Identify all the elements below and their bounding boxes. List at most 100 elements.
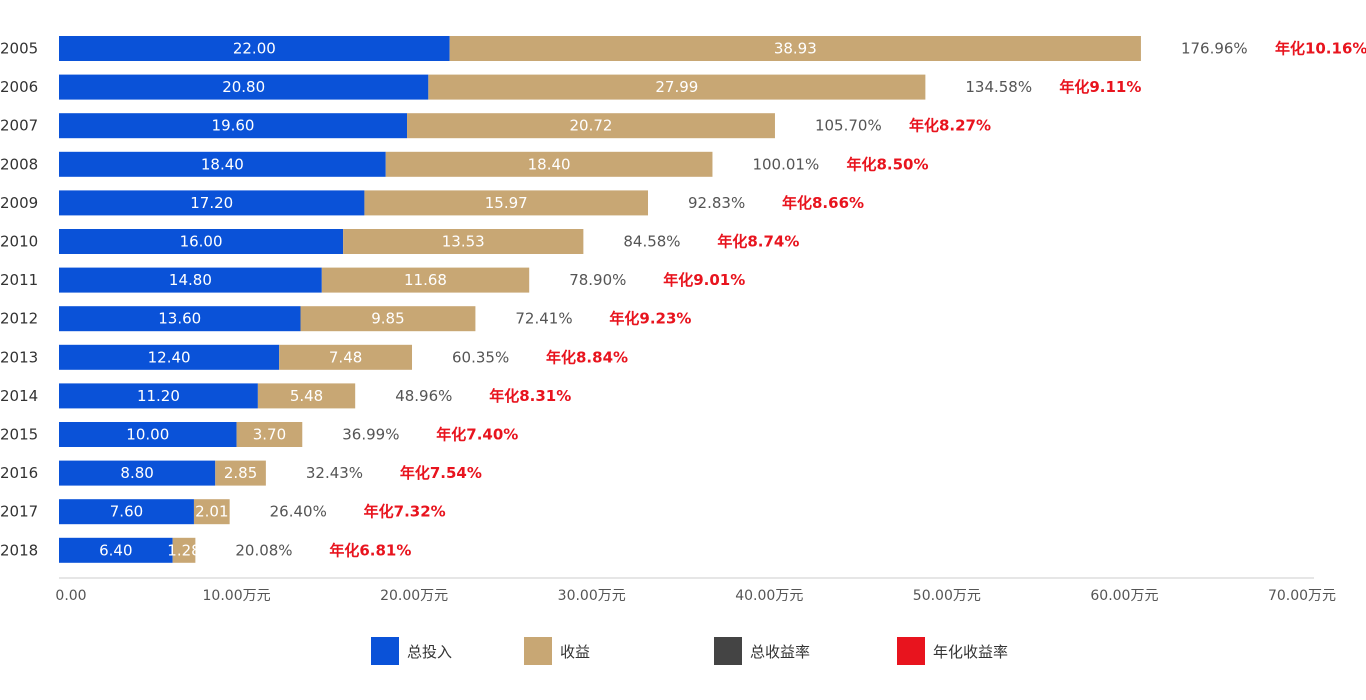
- data-label-total-return-rate: 92.83%: [688, 194, 745, 212]
- bar-total-investment: [59, 229, 344, 254]
- data-label-total-return-rate: 100.01%: [752, 155, 819, 173]
- y-category-label: 2015: [0, 426, 38, 444]
- legend-label-total-investment: 总投入: [407, 642, 453, 661]
- x-tick-label: 50.00万元: [913, 588, 981, 604]
- data-label-total-return-rate: 48.96%: [395, 387, 452, 405]
- legend-swatch-total-investment: [371, 637, 399, 665]
- data-label-return: 27.99: [655, 78, 698, 96]
- bar-total-investment: [59, 267, 322, 293]
- x-tick-label: 10.00万元: [203, 588, 271, 604]
- bar-total-investment: [59, 190, 365, 216]
- data-label-annualized-return-rate: 年化9.01%: [663, 271, 745, 289]
- legend-item-total-investment[interactable]: 总投入: [371, 636, 452, 666]
- legend-label-annualized-return-rate: 年化收益率: [933, 642, 1009, 661]
- bar-return: [321, 267, 530, 293]
- data-label-annualized-return-rate: 年化7.40%: [436, 426, 518, 444]
- bar-return: [364, 190, 649, 216]
- data-label-annualized-return-rate: 年化7.32%: [364, 503, 446, 521]
- bar-total-investment: [59, 113, 408, 139]
- bar-return: [407, 113, 775, 139]
- y-category-label: 2010: [0, 233, 38, 251]
- bar-total-investment: [59, 151, 386, 177]
- y-category-label: 2017: [0, 503, 38, 521]
- x-tick-label: 70.00万元: [1268, 588, 1336, 604]
- data-label-total-investment: 13.60: [158, 310, 201, 328]
- x-tick-label: 20.00万元: [380, 588, 448, 604]
- data-label-total-investment: 10.00: [126, 426, 169, 444]
- data-label-annualized-return-rate: 年化8.66%: [782, 194, 864, 212]
- bar-return: [279, 344, 413, 370]
- legend-swatch-annualized-return-rate: [897, 637, 925, 665]
- data-label-total-return-rate: 84.58%: [623, 233, 680, 251]
- y-category-label: 2013: [0, 348, 38, 366]
- data-label-annualized-return-rate: 年化8.31%: [489, 387, 571, 405]
- bar-total-investment: [59, 74, 429, 100]
- bar-total-investment: [59, 344, 280, 370]
- bar-return: [215, 460, 266, 486]
- data-label-total-return-rate: 78.90%: [569, 271, 626, 289]
- data-label-return: 7.48: [329, 348, 362, 366]
- data-label-total-return-rate: 72.41%: [515, 310, 572, 328]
- y-category-label: 2016: [0, 464, 38, 482]
- y-category-label: 2014: [0, 387, 38, 405]
- data-label-total-return-rate: 36.99%: [342, 426, 399, 444]
- data-label-return: 1.28: [167, 541, 200, 559]
- y-category-label: 2005: [0, 40, 38, 58]
- legend-label-total-return-rate: 总收益率: [750, 642, 811, 661]
- bar-total-investment: [59, 36, 450, 61]
- data-label-total-return-rate: 26.40%: [270, 503, 327, 521]
- bar-total-investment: [59, 460, 216, 486]
- legend-item-return[interactable]: 收益: [524, 636, 590, 666]
- data-label-total-investment: 19.60: [212, 117, 255, 135]
- bar-return: [257, 383, 356, 409]
- data-label-total-investment: 8.80: [120, 464, 153, 482]
- data-label-return: 11.68: [404, 271, 447, 289]
- data-label-return: 18.40: [528, 155, 571, 173]
- bar-total-investment: [59, 383, 258, 409]
- y-category-label: 2009: [0, 194, 38, 212]
- legend-item-total-return-rate[interactable]: 总收益率: [714, 636, 810, 666]
- legend-swatch-total-return-rate: [714, 637, 742, 665]
- data-label-total-return-rate: 134.58%: [965, 78, 1032, 96]
- data-label-total-investment: 12.40: [148, 348, 191, 366]
- data-label-annualized-return-rate: 年化9.11%: [1059, 78, 1141, 96]
- legend-item-annualized-return-rate[interactable]: 年化收益率: [897, 636, 1008, 666]
- x-tick-label: 40.00万元: [735, 588, 803, 604]
- data-label-annualized-return-rate: 年化9.23%: [609, 310, 691, 328]
- data-label-return: 38.93: [774, 40, 817, 58]
- data-label-total-investment: 6.40: [99, 541, 132, 559]
- data-label-return: 9.85: [371, 310, 404, 328]
- data-label-annualized-return-rate: 年化8.74%: [717, 233, 799, 251]
- data-label-total-investment: 18.40: [201, 155, 244, 173]
- data-label-annualized-return-rate: 年化6.81%: [329, 541, 411, 559]
- data-label-annualized-return-rate: 年化7.54%: [400, 464, 482, 482]
- y-category-label: 2007: [0, 117, 38, 135]
- data-label-total-return-rate: 20.08%: [235, 541, 292, 559]
- data-label-total-investment: 14.80: [169, 271, 212, 289]
- bar-return: [449, 36, 1141, 61]
- data-label-annualized-return-rate: 年化8.27%: [909, 117, 991, 135]
- data-label-annualized-return-rate: 年化10.16%: [1275, 40, 1366, 58]
- data-label-total-investment: 16.00: [180, 233, 223, 251]
- y-category-label: 2012: [0, 310, 38, 328]
- data-label-total-return-rate: 60.35%: [452, 348, 509, 366]
- y-category-label: 2006: [0, 78, 38, 96]
- data-label-total-investment: 11.20: [137, 387, 180, 405]
- bar-return: [193, 499, 230, 525]
- data-label-annualized-return-rate: 年化8.84%: [546, 348, 628, 366]
- bar-return: [172, 537, 196, 563]
- data-label-total-return-rate: 32.43%: [306, 464, 363, 482]
- bar-return: [428, 74, 926, 100]
- data-label-annualized-return-rate: 年化8.50%: [846, 155, 928, 173]
- bar-total-investment: [59, 499, 194, 525]
- chart-legend: 总投入 收益 总收益率 年化收益率: [0, 636, 1366, 666]
- data-label-return: 13.53: [442, 233, 485, 251]
- bar-return: [236, 422, 303, 447]
- data-label-total-return-rate: 176.96%: [1181, 40, 1248, 58]
- bar-return: [385, 151, 713, 177]
- data-label-total-return-rate: 105.70%: [815, 117, 882, 135]
- data-label-total-investment: 22.00: [233, 40, 276, 58]
- x-tick-label: 30.00万元: [558, 588, 626, 604]
- data-label-return: 5.48: [290, 387, 323, 405]
- data-label-return: 20.72: [570, 117, 613, 135]
